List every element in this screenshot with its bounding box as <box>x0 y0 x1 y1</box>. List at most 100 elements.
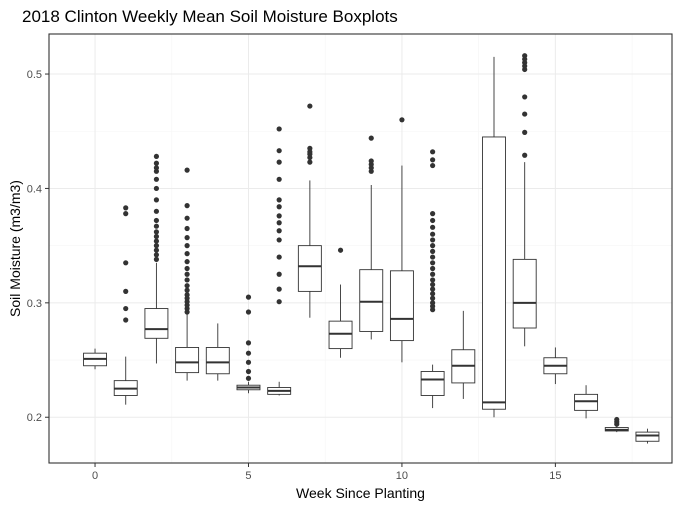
y-tick-label: 0.4 <box>27 183 42 195</box>
outlier-point <box>430 260 436 266</box>
outlier-point <box>184 292 190 298</box>
outlier-point <box>153 176 160 182</box>
outlier-point <box>276 126 282 132</box>
outlier-point <box>430 224 436 230</box>
outlier-point <box>430 231 436 237</box>
outlier-point <box>276 159 282 165</box>
outlier-point <box>153 247 160 253</box>
outlier-point <box>153 185 160 192</box>
y-tick-label: 0.5 <box>27 69 42 81</box>
outlier-point <box>184 251 190 257</box>
boxes-layer <box>83 53 660 444</box>
outlier-point <box>522 111 528 117</box>
outlier-point <box>522 129 528 135</box>
outlier-point <box>307 145 313 151</box>
outlier-point <box>276 204 282 210</box>
box-iqr <box>328 320 353 350</box>
box-week-16 <box>574 385 599 419</box>
box-iqr <box>389 270 414 342</box>
outlier-point <box>184 215 190 221</box>
box-week-11 <box>420 149 445 409</box>
box-iqr <box>482 136 506 410</box>
outlier-point <box>276 254 282 260</box>
outlier-point <box>276 286 282 292</box>
outlier-point <box>430 217 436 224</box>
outlier-point <box>184 287 190 293</box>
box-iqr <box>205 347 230 375</box>
outlier-point <box>614 416 620 423</box>
box-week-17 <box>604 416 629 433</box>
box-iqr <box>574 393 599 411</box>
outlier-point <box>153 160 160 166</box>
box-week-7 <box>297 103 322 318</box>
box-iqr <box>144 308 169 339</box>
outlier-point <box>430 248 436 254</box>
outlier-point <box>430 281 436 288</box>
outlier-point <box>245 368 252 375</box>
box-iqr <box>359 269 384 332</box>
outlier-point <box>245 375 252 381</box>
outlier-point <box>123 317 129 323</box>
box-week-14 <box>512 53 537 347</box>
outlier-point <box>184 235 190 241</box>
outlier-point <box>430 162 436 169</box>
outlier-point <box>276 220 282 226</box>
box-iqr <box>635 431 660 442</box>
outlier-point <box>430 271 436 277</box>
box-week-4 <box>205 323 230 381</box>
outlier-point <box>184 225 190 232</box>
outlier-point <box>184 277 190 283</box>
box-iqr <box>512 258 537 329</box>
outlier-point <box>276 228 282 234</box>
box-week-18 <box>635 428 660 444</box>
outlier-point <box>276 271 282 277</box>
outlier-point <box>307 159 313 165</box>
outlier-point <box>123 205 129 211</box>
outlier-point <box>368 158 374 164</box>
outlier-point <box>276 148 282 154</box>
outlier-point <box>430 211 436 217</box>
outlier-point <box>153 223 160 229</box>
outlier-point <box>276 237 282 243</box>
outlier-point <box>430 295 436 301</box>
outlier-point <box>430 291 436 297</box>
outlier-point <box>184 167 190 173</box>
box-week-12 <box>451 310 476 399</box>
x-tick-label: 5 <box>245 470 251 482</box>
box-week-5 <box>236 294 261 394</box>
outlier-point <box>184 271 190 277</box>
box-iqr <box>297 245 322 292</box>
x-tick-label: 0 <box>92 470 98 482</box>
outlier-point <box>184 265 190 272</box>
outlier-point <box>430 243 436 249</box>
outlier-point <box>276 176 282 182</box>
x-tick-label: 15 <box>549 470 561 482</box>
outlier-point <box>153 217 160 224</box>
axes-layer: 0 5 10 15 0.2 0.3 0.4 0.5 <box>27 69 562 482</box>
outlier-point <box>245 309 252 315</box>
outlier-point <box>184 259 190 265</box>
outlier-point <box>522 53 528 59</box>
outlier-point <box>184 283 190 289</box>
box-week-0 <box>83 348 107 370</box>
outlier-point <box>430 286 436 292</box>
outlier-point <box>245 294 252 300</box>
box-week-2 <box>144 153 169 364</box>
outlier-point <box>153 243 160 249</box>
outlier-point <box>430 254 436 260</box>
outlier-point <box>184 243 190 249</box>
outlier-point <box>522 94 528 100</box>
outlier-point <box>430 157 436 163</box>
y-tick-label: 0.3 <box>27 298 42 310</box>
outlier-point <box>430 265 436 272</box>
outlier-point <box>153 197 160 203</box>
outlier-point <box>245 359 252 365</box>
outlier-point <box>123 288 129 294</box>
box-week-1 <box>113 205 138 405</box>
x-tick-label: 10 <box>396 470 408 482</box>
box-week-6 <box>267 126 292 396</box>
outlier-point <box>430 277 436 283</box>
box-iqr <box>175 347 200 374</box>
y-axis-title: Soil Moisture (m3/m3) <box>7 180 23 317</box>
